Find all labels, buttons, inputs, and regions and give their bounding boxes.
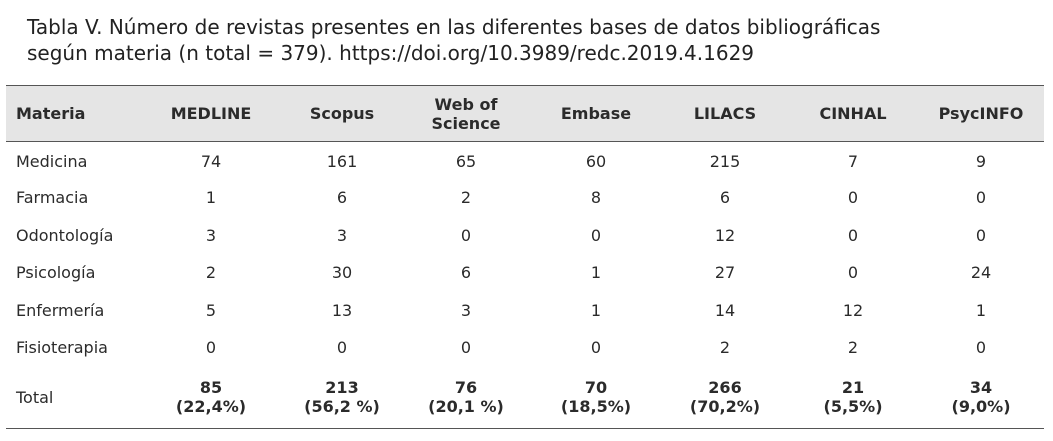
table-caption: Tabla V. Número de revistas presentes en… (27, 14, 1037, 66)
total-cell: 76 (20,1 %) (402, 366, 530, 429)
header-medline: MEDLINE (140, 85, 282, 142)
row-value: 2 (460, 188, 472, 208)
total-count: 85 (199, 378, 223, 398)
row-value: 0 (460, 338, 472, 358)
row-value: 2 (719, 338, 731, 358)
total-count: 213 (325, 378, 359, 398)
total-cell: 21 (5,5%) (788, 366, 918, 429)
table-row: Odontología 3 3 0 0 12 0 0 (6, 217, 1044, 255)
row-value: 0 (975, 225, 987, 245)
row-value: 6 (719, 188, 731, 208)
row-value: 215 (709, 152, 741, 171)
journals-table: Materia MEDLINE Scopus Web of Science Em… (6, 85, 1044, 429)
row-materia: Odontología (16, 225, 114, 245)
table-row: Enfermería 5 13 3 1 14 12 1 (6, 292, 1044, 330)
row-value: 0 (336, 338, 348, 358)
row-value: 0 (590, 338, 602, 358)
table-row: Psicología 2 30 6 1 27 0 24 (6, 254, 1044, 292)
row-value: 2 (205, 263, 217, 283)
total-cell: 70 (18,5%) (530, 366, 662, 429)
row-value: 3 (460, 300, 472, 320)
caption-line-1: Tabla V. Número de revistas presentes en… (27, 15, 881, 39)
total-count: 76 (454, 378, 478, 398)
row-value: 6 (336, 188, 348, 208)
header-web-of-science: Web of Science (402, 85, 530, 142)
row-materia: Fisioterapia (16, 338, 108, 358)
total-pct: (22,4%) (175, 397, 247, 417)
row-value: 24 (970, 263, 992, 283)
row-value: 5 (205, 300, 217, 320)
row-value: 6 (460, 263, 472, 283)
row-value: 65 (455, 152, 477, 171)
header-materia: Materia (6, 85, 140, 142)
total-count: 266 (708, 378, 742, 398)
row-materia: Psicología (16, 263, 96, 283)
total-count: 21 (841, 378, 865, 398)
row-value: 8 (590, 188, 602, 208)
header-cinhal: CINHAL (788, 85, 918, 142)
header-scopus: Scopus (282, 85, 402, 142)
row-value: 2 (847, 338, 859, 358)
total-cell: 85 (22,4%) (140, 366, 282, 429)
row-value: 1 (205, 188, 217, 208)
total-count: 70 (584, 378, 608, 398)
row-value: 3 (336, 225, 348, 245)
row-value: 0 (205, 338, 217, 358)
row-value: 14 (714, 300, 736, 320)
total-cell: 34 (9,0%) (918, 366, 1044, 429)
table-row: Farmacia 1 6 2 8 6 0 0 (6, 179, 1044, 217)
row-value: 0 (975, 338, 987, 358)
row-value: 1 (975, 300, 987, 320)
total-count: 34 (969, 378, 993, 398)
row-value: 12 (842, 300, 864, 320)
row-value: 74 (200, 152, 222, 171)
row-materia: Medicina (16, 152, 88, 171)
header-psycinfo: PsycINFO (918, 85, 1044, 142)
row-value: 12 (714, 225, 736, 245)
caption-line-2: según materia (n total = 379). https://d… (27, 41, 755, 65)
row-value: 0 (460, 225, 472, 245)
total-pct: (9,0%) (951, 397, 1011, 417)
total-pct: (5,5%) (823, 397, 883, 417)
row-value: 0 (847, 225, 859, 245)
header-row: Materia MEDLINE Scopus Web of Science Em… (6, 85, 1044, 142)
row-value: 9 (975, 152, 987, 171)
row-value: 0 (975, 188, 987, 208)
total-row: Total 85 (22,4%) 213 (56,2 %) 76 (20,1 %) 7… (6, 366, 1044, 429)
header-embase: Embase (530, 85, 662, 142)
row-value: 1 (590, 300, 602, 320)
total-pct: (70,2%) (689, 397, 761, 417)
total-label: Total (6, 366, 140, 429)
total-cell: 266 (70,2%) (662, 366, 788, 429)
row-value: 13 (331, 300, 353, 320)
row-value: 60 (585, 152, 607, 171)
table-row: Medicina 74 161 65 60 215 7 9 (6, 142, 1044, 180)
header-lilacs: LILACS (662, 85, 788, 142)
row-value: 3 (205, 225, 217, 245)
table-row: Fisioterapia 0 0 0 0 2 2 0 (6, 329, 1044, 367)
row-value: 161 (326, 152, 358, 171)
row-value: 30 (331, 263, 353, 283)
row-value: 7 (847, 152, 859, 171)
row-materia: Farmacia (16, 188, 89, 208)
row-value: 1 (590, 263, 602, 283)
total-pct: (20,1 %) (428, 397, 504, 417)
row-materia: Enfermería (16, 300, 105, 320)
row-value: 0 (847, 263, 859, 283)
row-value: 0 (847, 188, 859, 208)
total-cell: 213 (56,2 %) (282, 366, 402, 429)
row-value: 27 (714, 263, 736, 283)
row-value: 0 (590, 225, 602, 245)
total-pct: (56,2 %) (304, 397, 380, 417)
total-pct: (18,5%) (560, 397, 632, 417)
